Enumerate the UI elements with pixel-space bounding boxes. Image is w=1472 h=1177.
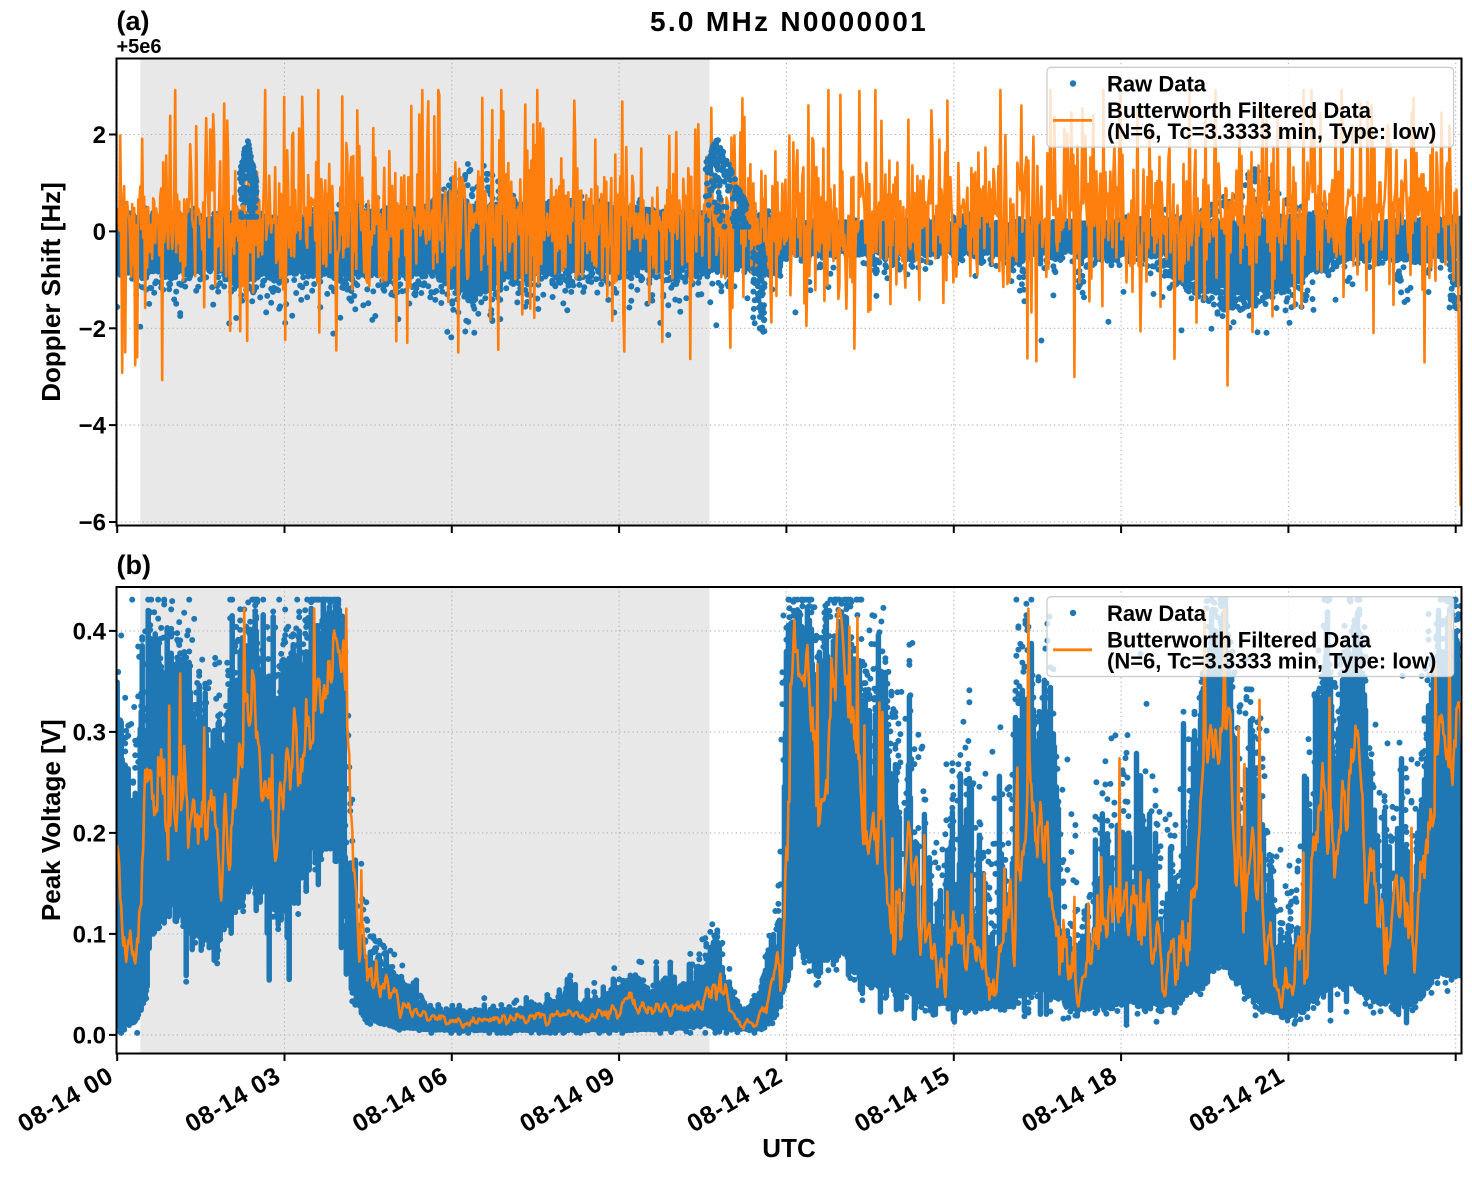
svg-text:Butterworth Filtered Data: Butterworth Filtered Data <box>1107 628 1372 653</box>
svg-text:2: 2 <box>93 122 106 149</box>
svg-text:0.0: 0.0 <box>73 1022 106 1049</box>
svg-text:(N=6, Tc=3.3333 min, Type: low: (N=6, Tc=3.3333 min, Type: low) <box>1107 119 1436 144</box>
svg-text:−6: −6 <box>79 510 106 537</box>
svg-text:(b): (b) <box>117 550 151 580</box>
svg-text:Peak Voltage [V]: Peak Voltage [V] <box>36 719 66 921</box>
svg-text:0.2: 0.2 <box>73 820 106 847</box>
svg-text:Raw Data: Raw Data <box>1107 601 1207 626</box>
svg-text:0.1: 0.1 <box>73 921 106 948</box>
svg-text:0: 0 <box>93 219 106 246</box>
svg-text:Butterworth Filtered Data: Butterworth Filtered Data <box>1107 98 1372 123</box>
svg-text:0.4: 0.4 <box>73 618 107 645</box>
svg-text:0.3: 0.3 <box>73 719 106 746</box>
svg-text:−2: −2 <box>79 316 106 343</box>
svg-text:(a): (a) <box>117 6 150 36</box>
svg-text:UTC: UTC <box>762 1133 816 1163</box>
svg-text:+5e6: +5e6 <box>117 36 162 58</box>
svg-text:Raw Data: Raw Data <box>1107 72 1207 97</box>
svg-text:Doppler Shift [Hz]: Doppler Shift [Hz] <box>36 182 66 402</box>
svg-text:−4: −4 <box>79 413 107 440</box>
svg-text:(N=6, Tc=3.3333 min, Type: low: (N=6, Tc=3.3333 min, Type: low) <box>1107 648 1436 673</box>
svg-text:5.0 MHz N0000001: 5.0 MHz N0000001 <box>650 6 928 37</box>
